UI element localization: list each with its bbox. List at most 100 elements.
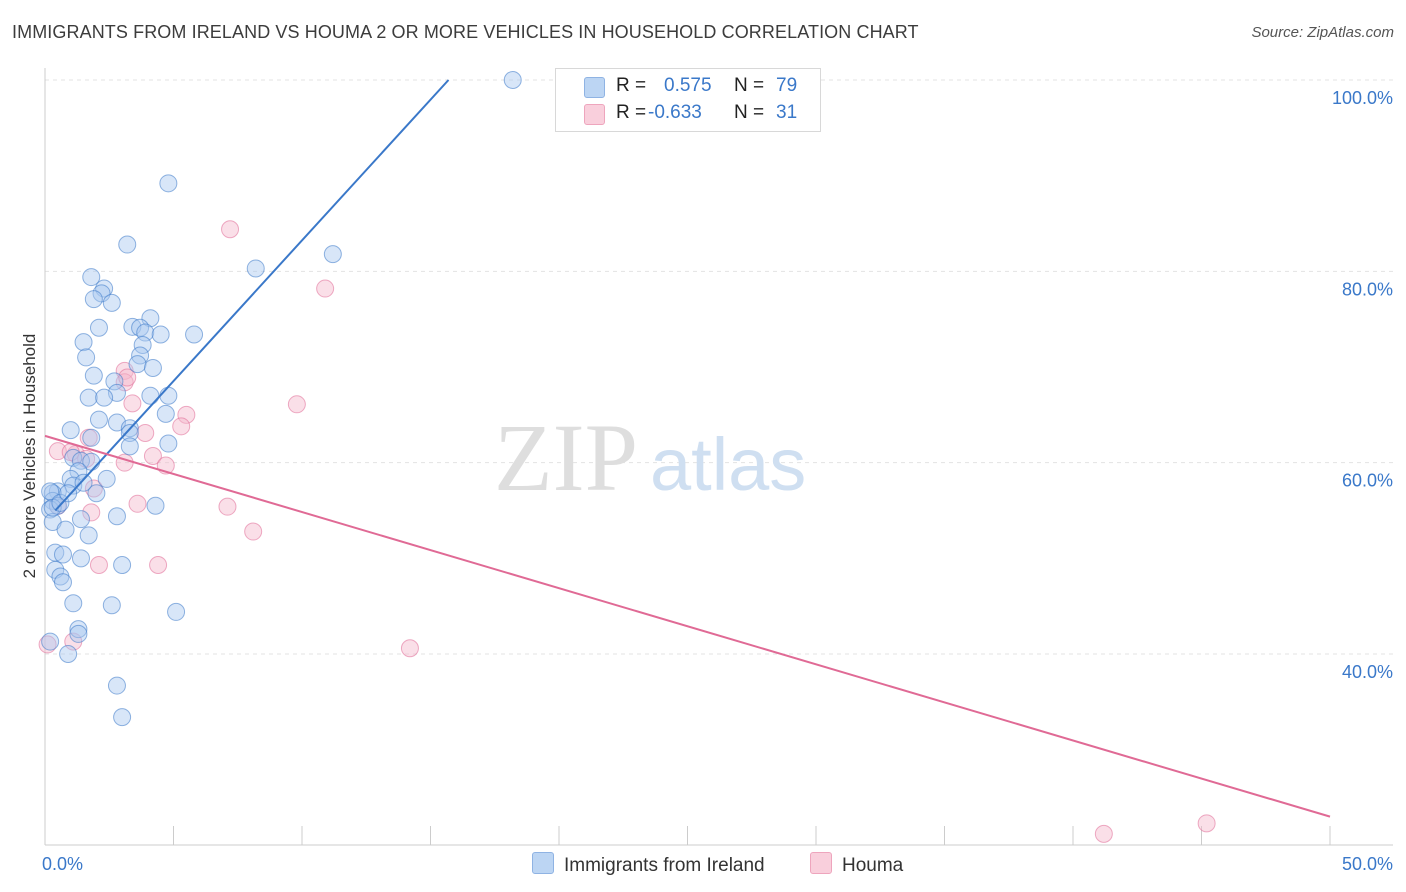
houma-point xyxy=(115,373,134,392)
houma-point xyxy=(82,503,101,522)
houma-point xyxy=(172,417,191,436)
ireland-point xyxy=(69,462,88,481)
ireland-point xyxy=(53,573,72,592)
houma-points xyxy=(38,220,1216,843)
houma-point xyxy=(38,635,57,654)
watermark-atlas: atlas xyxy=(650,423,806,506)
ireland-point xyxy=(89,410,108,429)
ireland-point xyxy=(84,366,103,385)
ireland-point xyxy=(102,596,121,615)
legend-n-label: N = xyxy=(734,75,765,96)
houma-point xyxy=(89,556,108,575)
houma-point xyxy=(136,424,155,443)
ireland-points xyxy=(41,71,522,727)
ireland-point xyxy=(185,325,204,344)
ireland-point xyxy=(41,632,60,651)
legend-swatch-houma xyxy=(584,104,605,125)
houma-trend-line xyxy=(44,434,1331,818)
trend-lines xyxy=(44,79,1331,818)
ireland-point xyxy=(82,428,101,447)
ireland-point xyxy=(97,469,116,488)
legend-r-value-houma: -0.633 xyxy=(648,102,702,123)
ireland-point xyxy=(156,404,175,423)
ireland-point xyxy=(71,451,90,470)
houma-point xyxy=(1197,814,1216,833)
tick-labels: 40.0% 60.0% 80.0% 100.0% 0.0% 50.0% xyxy=(42,88,1393,874)
legend-r-label: R = xyxy=(616,75,647,96)
houma-point xyxy=(48,442,67,461)
ireland-point xyxy=(64,594,83,613)
bottom-legend-label-houma: Houma xyxy=(842,855,904,876)
ireland-point xyxy=(159,174,178,193)
ireland-point xyxy=(107,507,126,526)
y-tick-label: 80.0% xyxy=(1342,279,1393,299)
bottom-legend-houma: Houma xyxy=(810,852,903,877)
ireland-point xyxy=(159,434,178,453)
ireland-point xyxy=(102,293,121,312)
ireland-point xyxy=(167,602,186,621)
ireland-point xyxy=(120,437,139,456)
houma-point xyxy=(177,405,196,424)
ireland-point xyxy=(118,235,137,254)
grid-lines xyxy=(45,79,1393,655)
chart-title: IMMIGRANTS FROM IRELAND VS HOUMA 2 OR MO… xyxy=(12,22,919,42)
y-tick-label: 60.0% xyxy=(1342,471,1393,491)
bottom-legend-swatch-houma xyxy=(810,852,832,874)
source-label: Source: ZipAtlas.com xyxy=(1251,24,1394,41)
ireland-point xyxy=(69,620,88,639)
legend-r-label: R = xyxy=(616,102,647,123)
watermark-zip: ZIP xyxy=(494,404,638,511)
ireland-point xyxy=(59,645,78,663)
ireland-point xyxy=(51,493,70,512)
bottom-legend-ireland: Immigrants from Ireland xyxy=(532,852,765,877)
ireland-point xyxy=(77,348,96,367)
legend-n-value-ireland: 79 xyxy=(776,75,798,96)
ireland-point xyxy=(246,259,265,278)
bottom-legend-label-ireland: Immigrants from Ireland xyxy=(564,855,765,876)
ireland-point xyxy=(89,318,108,337)
ireland-point xyxy=(128,355,147,374)
ireland-point xyxy=(323,245,342,264)
legend-n-label: N = xyxy=(734,102,765,123)
houma-point xyxy=(287,395,306,414)
houma-point xyxy=(143,446,162,465)
ireland-point xyxy=(84,290,103,309)
axes xyxy=(44,68,1393,846)
ireland-point xyxy=(151,325,170,344)
bottom-legend-swatch-ireland xyxy=(532,852,554,874)
ireland-point xyxy=(82,268,101,287)
ireland-point xyxy=(133,335,152,354)
ireland-point xyxy=(79,526,98,545)
legend-n-value-houma: 31 xyxy=(776,102,798,123)
legend: R = 0.575 N = 79 R = -0.633 N = 31 xyxy=(555,68,821,132)
houma-point xyxy=(221,220,240,239)
houma-point xyxy=(400,639,419,658)
ireland-point xyxy=(141,386,160,405)
ireland-point xyxy=(159,386,178,405)
houma-point xyxy=(123,394,142,413)
ireland-point xyxy=(79,388,98,407)
ireland-point xyxy=(146,496,165,515)
ireland-point xyxy=(113,556,132,575)
ireland-point xyxy=(74,333,93,352)
legend-r-value-ireland: 0.575 xyxy=(664,75,712,96)
houma-point xyxy=(84,479,103,498)
ireland-point xyxy=(87,484,106,503)
houma-point xyxy=(1094,824,1113,843)
ireland-point xyxy=(105,372,124,391)
ireland-point xyxy=(71,549,90,568)
y-tick-label: 40.0% xyxy=(1342,662,1393,682)
x-tick-label: 0.0% xyxy=(42,854,83,874)
ireland-point xyxy=(131,318,150,337)
houma-point xyxy=(128,494,147,513)
ireland-point xyxy=(56,520,75,539)
houma-point xyxy=(218,497,237,516)
legend-swatch-ireland xyxy=(584,77,605,98)
watermark: ZIP atlas xyxy=(494,404,806,511)
ireland-point xyxy=(69,624,88,643)
houma-point xyxy=(244,522,263,541)
ireland-point xyxy=(71,510,90,529)
ireland-point xyxy=(143,358,162,377)
ireland-point xyxy=(59,484,78,503)
houma-point xyxy=(316,279,335,298)
